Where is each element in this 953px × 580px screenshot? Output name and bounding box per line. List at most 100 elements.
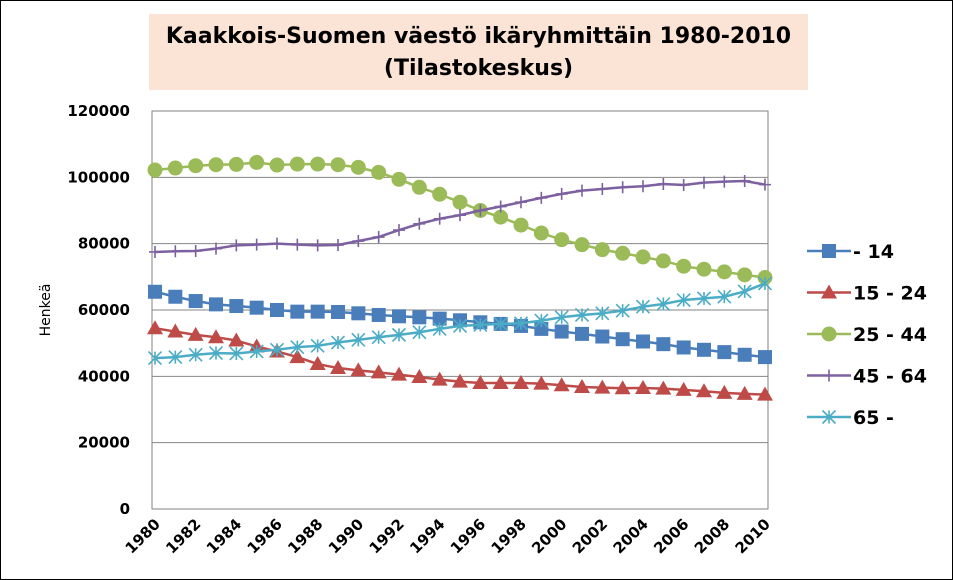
data-point-square bbox=[595, 329, 610, 344]
data-point-triangle bbox=[431, 371, 448, 386]
data-point-plus bbox=[494, 200, 507, 213]
data-point-circle bbox=[676, 258, 692, 274]
data-point-triangle bbox=[513, 374, 529, 389]
data-point-plus bbox=[454, 209, 466, 222]
data-point-plus bbox=[210, 242, 222, 255]
y-tick-labels: 0 20000 40000 60000 80000 100000 120000 bbox=[67, 102, 130, 518]
data-point-square bbox=[554, 324, 569, 339]
data-point-square bbox=[168, 289, 183, 304]
data-point-circle bbox=[167, 160, 183, 176]
data-point-star bbox=[168, 350, 183, 365]
data-point-circle bbox=[821, 326, 837, 342]
legend-entry: 15 - 24 bbox=[807, 283, 927, 305]
y-tick-label: 0 bbox=[120, 500, 130, 518]
data-point-triangle bbox=[553, 377, 570, 392]
data-point-triangle bbox=[289, 349, 306, 364]
data-point-circle bbox=[554, 232, 570, 248]
y-tick-label: 120000 bbox=[67, 102, 130, 120]
data-point-square bbox=[331, 304, 345, 319]
data-point-circle bbox=[411, 179, 427, 195]
data-point-square bbox=[290, 304, 305, 319]
x-tick-label: 1996 bbox=[447, 515, 489, 557]
data-point-triangle bbox=[147, 320, 163, 335]
data-point-plus bbox=[189, 244, 202, 257]
data-point-star bbox=[290, 340, 305, 355]
x-tick-label: 2004 bbox=[610, 515, 652, 557]
x-tick-label: 2008 bbox=[691, 515, 733, 557]
data-point-triangle bbox=[208, 329, 224, 344]
chart-title-box: Kaakkois-Suomen väestö ikäryhmittäin 198… bbox=[149, 14, 808, 90]
x-tick-label: 1994 bbox=[406, 515, 448, 557]
data-point-plus bbox=[230, 239, 243, 252]
y-tick-label: 60000 bbox=[78, 301, 130, 319]
x-tick-label: 2006 bbox=[650, 515, 692, 557]
data-point-triangle bbox=[228, 332, 245, 347]
chart-subtitle: (Tilastokeskus) bbox=[383, 56, 574, 81]
data-point-star bbox=[188, 347, 203, 362]
legend: - 14 15 - 24 25 - 44 45 - 64 65 - bbox=[807, 241, 927, 429]
data-point-circle bbox=[391, 171, 407, 187]
data-point-circle bbox=[208, 157, 224, 173]
data-point-star bbox=[310, 338, 325, 353]
legend-label: 45 - 64 bbox=[853, 366, 927, 388]
data-point-star bbox=[249, 344, 264, 359]
x-tick-label: 1992 bbox=[366, 515, 408, 557]
data-point-triangle bbox=[330, 360, 346, 375]
data-point-plus bbox=[413, 217, 426, 230]
data-point-triangle bbox=[821, 284, 837, 299]
data-point-triangle bbox=[675, 381, 692, 396]
data-point-plus bbox=[169, 245, 182, 258]
data-point-square bbox=[636, 334, 650, 349]
data-point-triangle bbox=[533, 375, 550, 390]
data-point-plus bbox=[555, 187, 568, 200]
data-point-plus bbox=[352, 235, 365, 248]
data-point-triangle bbox=[736, 385, 753, 400]
data-point-star bbox=[595, 306, 610, 321]
data-point-triangle bbox=[452, 373, 468, 388]
data-point-star bbox=[432, 321, 447, 336]
legend-label: 25 - 44 bbox=[853, 324, 927, 346]
data-point-plus bbox=[823, 369, 835, 382]
data-point-square bbox=[534, 321, 549, 336]
legend-entry: - 14 bbox=[807, 241, 894, 263]
data-point-square bbox=[229, 299, 244, 314]
data-point-circle bbox=[350, 159, 366, 175]
data-point-plus bbox=[291, 238, 304, 251]
data-point-circle bbox=[147, 162, 163, 178]
data-point-star bbox=[696, 291, 712, 306]
data-point-triangle bbox=[187, 326, 204, 341]
legend-label: 65 - bbox=[853, 407, 894, 429]
chart-title: Kaakkois-Suomen väestö ikäryhmittäin 198… bbox=[165, 24, 792, 49]
data-point-square bbox=[392, 309, 406, 324]
data-point-circle bbox=[188, 158, 204, 174]
data-point-square bbox=[371, 307, 386, 322]
data-point-star bbox=[574, 307, 590, 323]
y-tick-label: 40000 bbox=[78, 367, 130, 385]
data-point-plus bbox=[474, 204, 487, 217]
data-point-square bbox=[575, 326, 589, 341]
data-point-star bbox=[737, 284, 752, 299]
data-point-plus bbox=[576, 184, 588, 197]
y-axis-label: Henkeä bbox=[38, 284, 54, 337]
data-point-square bbox=[737, 347, 752, 362]
data-point-plus bbox=[535, 191, 548, 204]
data-point-square bbox=[209, 297, 223, 312]
data-point-triangle bbox=[391, 366, 407, 381]
data-point-star bbox=[147, 351, 163, 366]
data-point-square bbox=[432, 311, 447, 326]
data-point-circle bbox=[533, 225, 549, 241]
data-point-triangle bbox=[594, 379, 611, 394]
data-point-plus bbox=[515, 196, 527, 209]
data-point-plus bbox=[271, 237, 283, 250]
data-point-plus bbox=[311, 239, 324, 252]
data-point-circle bbox=[228, 156, 244, 172]
data-point-star bbox=[351, 332, 366, 347]
x-tick-label: 2000 bbox=[528, 515, 570, 557]
data-point-circle bbox=[269, 157, 285, 173]
data-point-plus bbox=[718, 175, 731, 188]
data-point-star bbox=[412, 325, 427, 340]
data-point-triangle bbox=[370, 364, 387, 379]
data-point-plus bbox=[149, 245, 161, 258]
